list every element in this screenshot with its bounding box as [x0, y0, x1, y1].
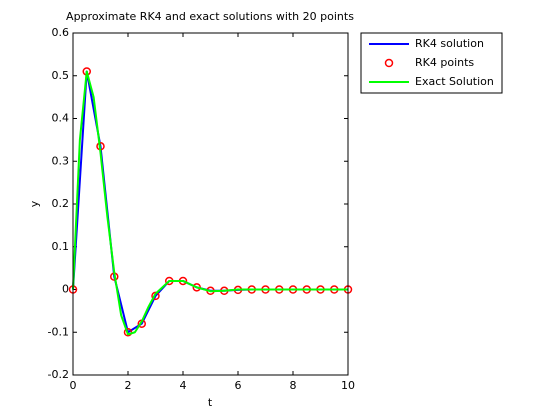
- legend: RK4 solution RK4 points Exact Solution: [360, 32, 503, 94]
- x-tick-label: 8: [290, 379, 297, 392]
- y-tick-label: 0.5: [52, 69, 70, 82]
- x-tick-label: 2: [125, 379, 132, 392]
- y-tick-label: 0: [62, 283, 69, 296]
- x-axis-label: t: [208, 396, 213, 409]
- point-marker: [123, 328, 133, 337]
- y-tick-label: 0.6: [52, 26, 70, 39]
- y-tick-label: 0.4: [52, 112, 70, 125]
- legend-label: Exact Solution: [415, 75, 494, 88]
- y-tick-label: 0.2: [52, 197, 70, 210]
- x-tick-label: 6: [235, 379, 242, 392]
- y-tick-label: -0.2: [48, 368, 69, 381]
- plot-area: [73, 33, 348, 375]
- x-tick-label: 4: [180, 379, 187, 392]
- chart-title: Approximate RK4 and exact solutions with…: [66, 10, 354, 23]
- series-line: [72, 70, 348, 336]
- x-tick-label: 0: [70, 379, 77, 392]
- y-tick-label: -0.1: [48, 325, 69, 338]
- y-tick-label: 0.1: [52, 240, 70, 253]
- axes-box: [72, 32, 349, 376]
- legend-swatch: [384, 58, 394, 68]
- legend-label: RK4 solution: [415, 37, 484, 50]
- y-axis-label: y: [28, 200, 41, 207]
- y-tick-label: 0.3: [52, 154, 70, 167]
- x-tick-label: 10: [341, 379, 355, 392]
- legend-label: RK4 points: [415, 56, 474, 69]
